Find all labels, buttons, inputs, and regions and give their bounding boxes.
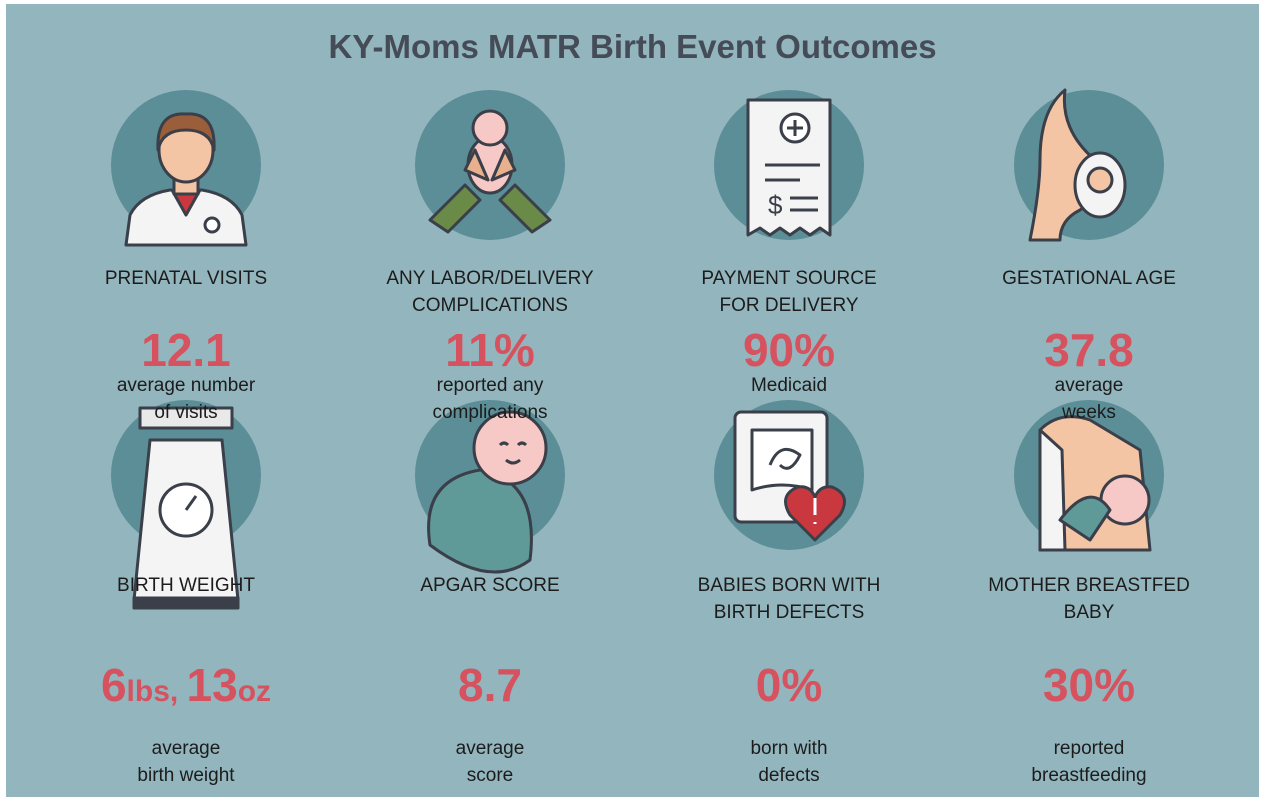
value-part: 13: [186, 659, 238, 711]
label-line: BABIES BORN WITH: [697, 575, 881, 596]
stat-value: 90%: [639, 327, 939, 373]
description-line: average: [1054, 375, 1124, 396]
description-line: reported: [1053, 738, 1125, 759]
pregnant-icon: [1028, 88, 1127, 242]
stat-value: 0%: [639, 662, 939, 708]
description-line: weeks: [1062, 402, 1116, 423]
description-line: average: [455, 738, 525, 759]
stat-description: reported breastfeeding: [939, 735, 1239, 789]
label-line: ANY LABOR/DELIVERY: [386, 268, 594, 289]
label-line: PRENATAL VISITS: [104, 268, 268, 289]
label-line: GESTATIONAL AGE: [1002, 268, 1176, 289]
scale-icon: [132, 406, 240, 610]
breastfeed-icon: [1038, 415, 1152, 552]
value-part: 8.7: [458, 659, 522, 711]
label-line: BIRTH WEIGHT: [117, 575, 255, 596]
label-line: BIRTH DEFECTS: [713, 602, 865, 623]
stat-label: PRENATAL VISITS: [36, 265, 336, 292]
value-part: 11%: [445, 324, 535, 376]
stat-label: ANY LABOR/DELIVERY COMPLICATIONS: [340, 265, 640, 319]
stat-label: BIRTH WEIGHT: [36, 572, 336, 599]
page-title: KY-Moms MATR Birth Event Outcomes: [328, 28, 937, 65]
stat-value: 8.7: [340, 662, 640, 708]
hands-baby-icon: [428, 109, 552, 234]
stat-value: 12.1: [36, 327, 336, 373]
stat-label: BABIES BORN WITH BIRTH DEFECTS: [639, 572, 939, 626]
description-line: average number: [116, 375, 256, 396]
value-part: lbs,: [126, 675, 187, 708]
stat-label: MOTHER BREASTFED BABY: [939, 572, 1239, 626]
value-part: 0%: [755, 659, 823, 711]
stat-description: average number of visits: [36, 372, 336, 426]
description-line: birth weight: [137, 765, 235, 786]
label-line: MOTHER BREASTFED: [988, 575, 1190, 596]
value-part: 6: [100, 659, 127, 711]
stat-description: reported any complications: [340, 372, 640, 426]
value-part: 37.8: [1044, 324, 1134, 376]
label-line: COMPLICATIONS: [412, 295, 568, 316]
stat-description: born with defects: [639, 735, 939, 789]
description-line: Medicaid: [750, 375, 828, 396]
stat-value: 30%: [939, 662, 1239, 708]
stat-description: average weeks: [939, 372, 1239, 426]
description-line: average: [151, 738, 221, 759]
value-part: 90%: [742, 324, 836, 376]
value-part: 30%: [1042, 659, 1136, 711]
label-line: PAYMENT SOURCE: [701, 268, 877, 289]
description-line: reported any: [436, 375, 544, 396]
stat-description: average score: [340, 735, 640, 789]
description-line: born with: [750, 738, 828, 759]
value-part: oz: [237, 675, 272, 708]
swaddle-icon: [427, 410, 548, 574]
description-line: defects: [758, 765, 820, 786]
description-line: of visits: [154, 402, 218, 423]
stat-value: 37.8: [939, 327, 1239, 373]
value-part: 12.1: [141, 324, 231, 376]
stat-label: PAYMENT SOURCE FOR DELIVERY: [639, 265, 939, 319]
receipt-icon: $: [746, 98, 832, 237]
description-line: complications: [432, 402, 548, 423]
stat-value: 11%: [340, 327, 640, 373]
doctor-icon: [124, 112, 248, 247]
stat-description: average birth weight: [36, 735, 336, 789]
label-line: FOR DELIVERY: [719, 295, 859, 316]
stat-label: APGAR SCORE: [340, 572, 640, 599]
description-line: breastfeeding: [1031, 765, 1147, 786]
ultrasound-icon: [733, 410, 846, 542]
icon-circles: [111, 90, 1164, 550]
label-line: APGAR SCORE: [420, 575, 560, 596]
label-line: BABY: [1063, 602, 1115, 623]
stat-description: Medicaid: [639, 372, 939, 399]
stat-value: 6lbs, 13oz: [36, 662, 336, 715]
description-line: score: [466, 765, 514, 786]
stat-label: GESTATIONAL AGE: [939, 265, 1239, 292]
dollar-glyph: $: [768, 190, 783, 220]
